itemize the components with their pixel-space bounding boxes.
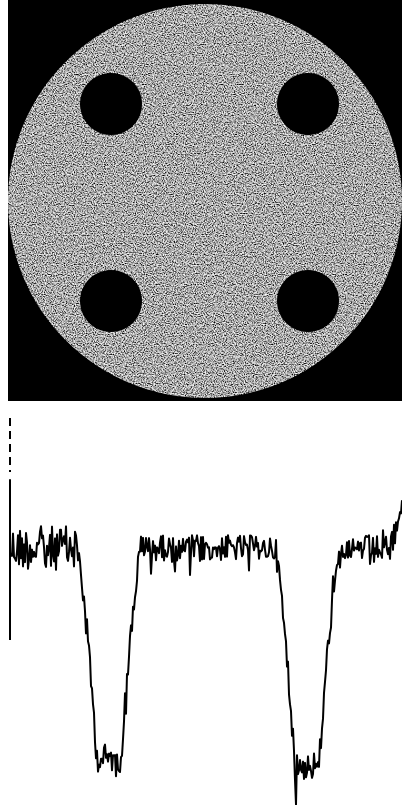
- intensity-profile: [10, 480, 402, 805]
- hole: [80, 73, 142, 135]
- phantom-disk: [8, 4, 402, 398]
- noise-texture: [8, 4, 402, 398]
- hole: [277, 270, 339, 332]
- hole: [277, 73, 339, 135]
- figure: [0, 0, 402, 805]
- hole: [80, 270, 142, 332]
- page: {} (() => { let s = 12345; const rnd = (…: [0, 0, 402, 805]
